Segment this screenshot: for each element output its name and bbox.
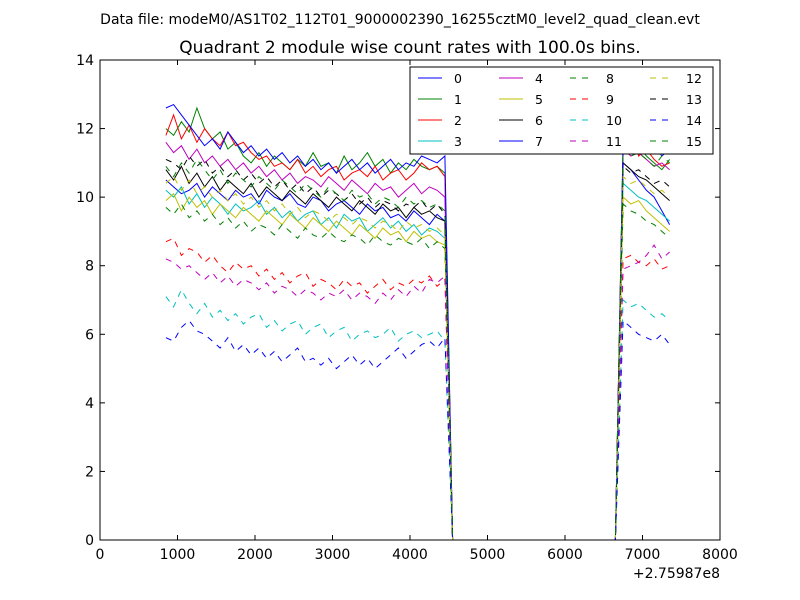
x-tick-label: 3000 bbox=[315, 547, 351, 563]
series-line-12 bbox=[165, 175, 670, 541]
y-tick-label: 8 bbox=[85, 259, 94, 275]
y-tick-label: 10 bbox=[76, 190, 94, 206]
legend-label-1: 1 bbox=[454, 92, 462, 107]
series-layer bbox=[165, 103, 671, 541]
suptitle: Data file: modeM0/AS1T02_112T01_90000023… bbox=[100, 12, 700, 28]
y-tick-label: 6 bbox=[85, 327, 94, 343]
axes-frame bbox=[99, 59, 721, 541]
legend-label-4: 4 bbox=[535, 71, 543, 86]
x-tick-label: 2000 bbox=[237, 547, 273, 563]
series-line-15 bbox=[165, 148, 670, 541]
series-line-10 bbox=[165, 288, 670, 541]
series-line-9 bbox=[165, 237, 670, 541]
y-tick-label: 4 bbox=[85, 396, 94, 412]
series-line-7 bbox=[165, 103, 670, 541]
x-tick-label: 4000 bbox=[392, 547, 428, 563]
legend-label-12: 12 bbox=[686, 71, 702, 86]
x-tick-label: 6000 bbox=[547, 547, 583, 563]
y-tick-label: 12 bbox=[76, 122, 94, 138]
legend-frame bbox=[409, 66, 714, 155]
x-tick-label: 0 bbox=[96, 547, 105, 563]
x-tick-label: 8000 bbox=[702, 547, 738, 563]
legend-label-0: 0 bbox=[454, 71, 462, 86]
legend-label-15: 15 bbox=[686, 134, 702, 149]
series-line-11 bbox=[165, 244, 670, 541]
x-tick-label: 1000 bbox=[160, 547, 196, 563]
y-tick-label: 2 bbox=[85, 464, 94, 480]
legend-label-14: 14 bbox=[686, 113, 702, 128]
x-tick-label: 7000 bbox=[625, 547, 661, 563]
series-line-14 bbox=[165, 319, 671, 541]
chart-title: Quadrant 2 module wise count rates with … bbox=[179, 38, 640, 58]
legend-label-9: 9 bbox=[606, 92, 614, 107]
x-tick-label: 5000 bbox=[470, 547, 506, 563]
legend-label-3: 3 bbox=[454, 134, 462, 149]
legend-label-11: 11 bbox=[606, 134, 622, 149]
series-line-0 bbox=[165, 161, 671, 541]
legend-label-5: 5 bbox=[535, 92, 543, 107]
legend-label-7: 7 bbox=[535, 134, 543, 149]
series-line-6 bbox=[165, 161, 670, 541]
legend-label-2: 2 bbox=[454, 113, 462, 128]
ticks-layer: 0 1000 2000 3000 4000 5000 6000 7000 80000246810… bbox=[76, 53, 738, 563]
legend-label-13: 13 bbox=[686, 92, 702, 107]
y-tick-label: 14 bbox=[76, 53, 94, 69]
x-offset-label: +2.75987e8 bbox=[633, 566, 720, 582]
legend-label-8: 8 bbox=[606, 71, 614, 86]
y-tick-label: 0 bbox=[85, 533, 94, 549]
series-line-1 bbox=[165, 106, 671, 541]
series-line-3 bbox=[165, 182, 670, 541]
legend-label-6: 6 bbox=[535, 113, 543, 128]
series-line-8 bbox=[165, 202, 670, 541]
series-line-5 bbox=[165, 192, 670, 541]
legend-label-10: 10 bbox=[606, 113, 622, 128]
series-line-13 bbox=[165, 155, 670, 541]
